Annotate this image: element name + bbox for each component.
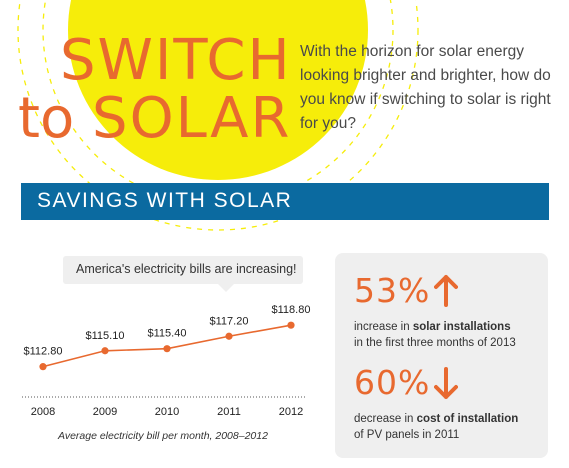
stat-description: increase in solar installations in the f…	[354, 319, 554, 351]
section-banner: SAVINGS WITH SOLAR	[21, 183, 549, 220]
headline-solar: SOLAR	[92, 86, 292, 151]
x-tick-label: 2010	[155, 406, 179, 418]
stat-desc-bold: solar installations	[412, 321, 511, 333]
data-point	[163, 345, 171, 353]
headline-line2: to SOLAR	[18, 86, 291, 151]
data-point	[39, 363, 47, 371]
stat-desc-rest: in the first three months of 2013	[354, 337, 516, 349]
stat-desc-rest: of PV panels in 2011	[354, 429, 460, 441]
stat-desc-plain: increase in	[354, 321, 413, 333]
chart-callout: America's electricity bills are increasi…	[63, 256, 303, 284]
x-tick-label: 2009	[93, 406, 117, 418]
x-tick-label: 2008	[31, 406, 55, 418]
stat-installation-cost: 60% decrease in cost of installation of …	[354, 363, 518, 441]
stat-value: 60%	[354, 363, 431, 402]
stat-desc-plain: decrease in	[354, 413, 417, 425]
x-tick-label: 2011	[217, 406, 241, 418]
stats-panel: 53% increase in solar installations in t…	[335, 253, 548, 458]
data-label: $117.20	[210, 315, 249, 327]
data-label: $118.80	[272, 304, 311, 316]
callout-text: America's electricity bills are increasi…	[76, 262, 297, 276]
data-label: $115.10	[86, 330, 125, 342]
arrow-down-icon	[434, 367, 458, 399]
stat-value: 53%	[354, 271, 431, 310]
data-point	[225, 332, 233, 340]
electricity-bill-chart: $112.80 2008 $115.10 2009 $115.40 2010 $117.20…	[22, 304, 311, 418]
stat-desc-bold: cost of installation	[416, 413, 519, 425]
data-label: $112.80	[24, 346, 63, 358]
arrow-up-icon	[434, 275, 458, 307]
banner-title: SAVINGS WITH SOLAR	[37, 189, 293, 212]
intro-text: With the horizon for solar energy lookin…	[300, 43, 551, 132]
data-point	[101, 347, 109, 355]
callout-pointer	[218, 284, 234, 292]
x-tick-label: 2012	[279, 406, 303, 418]
stat-description: decrease in cost of installation of PV p…	[354, 411, 554, 443]
headline-switch: SWITCH	[60, 28, 292, 93]
chart-caption: Average electricity bill per month, 2008…	[58, 430, 268, 442]
data-label: $115.40	[148, 328, 187, 340]
data-point	[287, 321, 295, 329]
stat-solar-installations: 53% increase in solar installations in t…	[354, 271, 516, 349]
headline-to: to	[18, 86, 75, 151]
